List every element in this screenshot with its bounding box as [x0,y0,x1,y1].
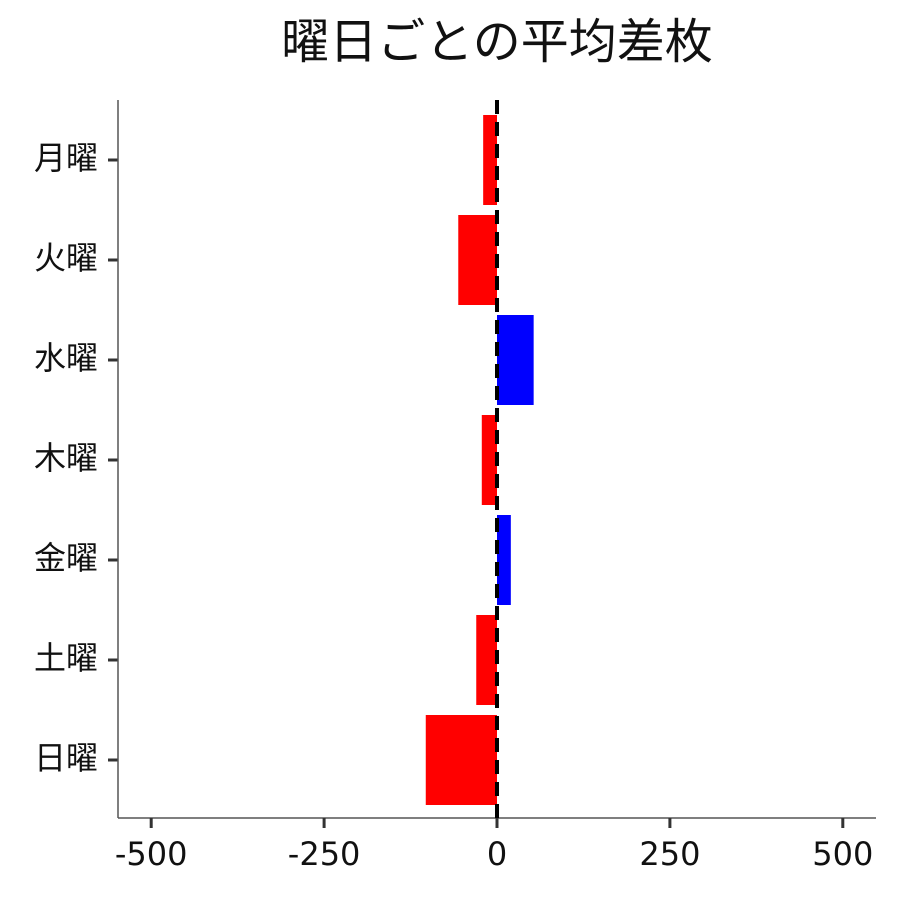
x-tick-label: 500 [812,835,873,873]
y-tick-label: 月曜 [34,139,98,177]
y-tick-label: 火曜 [34,239,98,277]
y-tick-label: 金曜 [34,539,98,577]
bar [483,115,497,205]
x-tick-label: 250 [639,835,700,873]
bar [476,615,497,705]
y-tick-label: 水曜 [34,339,98,377]
y-tick-label: 日曜 [34,739,98,777]
bar [497,315,534,405]
bar [458,215,497,305]
bar [497,515,511,605]
y-tick-label: 木曜 [34,439,98,477]
bar [481,415,497,505]
y-tick-label: 土曜 [34,639,98,677]
x-tick-label: -500 [115,835,188,873]
chart-title: 曜日ごとの平均差枚 [281,14,713,70]
bar [425,715,497,805]
x-tick-label: 0 [487,835,507,873]
x-tick-label: -250 [288,835,361,873]
